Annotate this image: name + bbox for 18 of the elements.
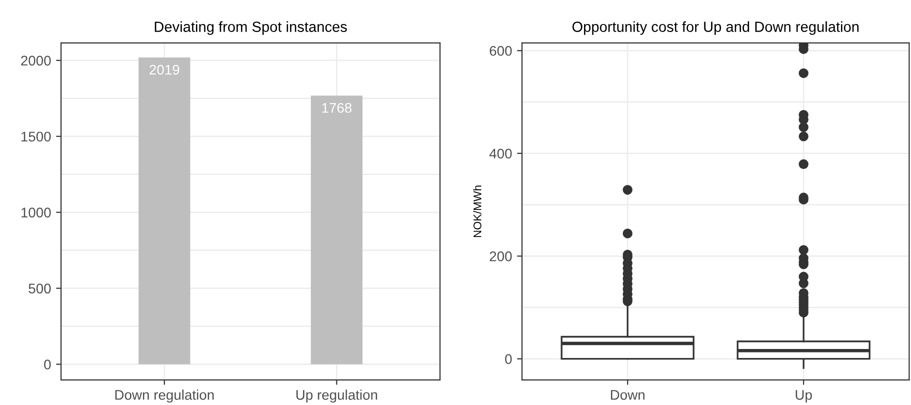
- y-tick-label: 0: [44, 360, 51, 370]
- chart-title: Deviating from Spot instances: [154, 21, 347, 35]
- y-tick-label: 0: [505, 354, 512, 364]
- x-tick-label: Up regulation: [296, 390, 378, 403]
- y-tick-label: 200: [490, 251, 512, 262]
- y-tick-label: 1500: [21, 132, 51, 142]
- data-label: 2019: [150, 64, 180, 75]
- y-tick-label: 500: [28, 284, 51, 294]
- x-tick-label: Down: [610, 390, 644, 400]
- y-tick-label: 1000: [21, 208, 51, 218]
- chart-title: Opportunity cost for Up and Down regulation: [572, 21, 859, 35]
- x-tick-label: Down regulation: [115, 390, 214, 403]
- y-tick-label: 600: [490, 46, 512, 56]
- y-tick-label: 2000: [21, 56, 51, 66]
- x-tick-label: Up: [796, 390, 812, 403]
- y-tick-label: 400: [489, 148, 512, 159]
- y-axis-title: NOK/MWh: [473, 186, 482, 238]
- data-label: 1768: [322, 102, 352, 113]
